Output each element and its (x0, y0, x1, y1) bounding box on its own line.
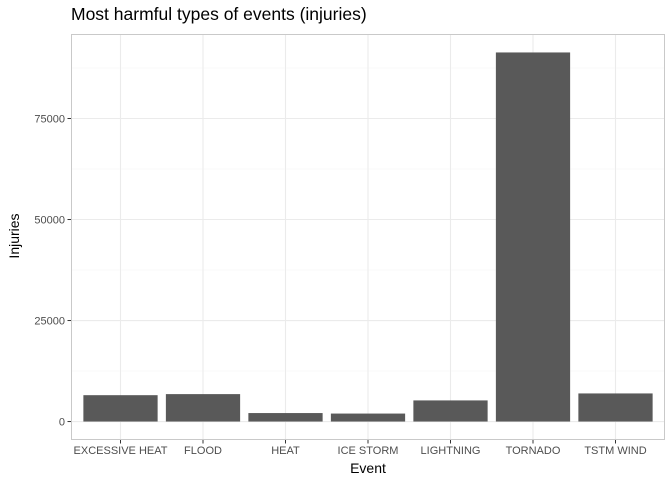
y-tick-label: 0 (59, 417, 65, 429)
bar-lightning (413, 400, 488, 422)
bar-flood (165, 394, 241, 422)
x-tick-label: ICE STORM (338, 445, 399, 457)
x-axis-title: Event (350, 460, 386, 476)
bar-ice-storm (330, 413, 406, 422)
chart-title: Most harmful types of events (injuries) (71, 4, 367, 24)
x-tick-label: TSTM WIND (584, 445, 646, 457)
x-tick-label: TORNADO (506, 445, 561, 457)
x-tick-label: HEAT (271, 445, 300, 457)
y-tick-label: 25000 (34, 316, 65, 328)
y-axis-title: Injuries (6, 213, 22, 259)
y-tick-label: 50000 (34, 215, 65, 227)
panel-border (71, 34, 665, 440)
bar-tornado (495, 52, 571, 422)
x-tick-label: EXCESSIVE HEAT (74, 445, 168, 457)
x-tick-label: LIGHTNING (421, 445, 481, 457)
bar-excessive-heat (83, 395, 158, 422)
y-tick-label: 75000 (34, 114, 65, 126)
bar-heat (248, 413, 323, 422)
x-tick-label: FLOOD (184, 445, 222, 457)
bar-tstm-wind (578, 393, 653, 422)
